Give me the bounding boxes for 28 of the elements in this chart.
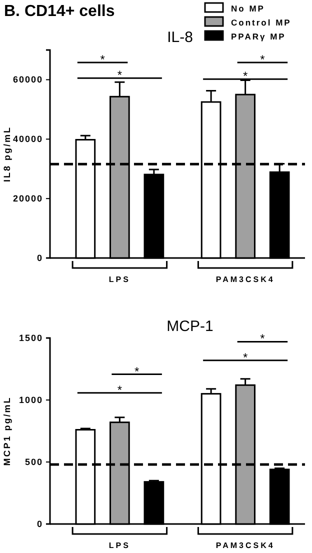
x-tick-label: PAM3CSK4: [216, 541, 275, 550]
annotation: *: [242, 69, 248, 84]
annotation: *: [260, 52, 266, 66]
x-tick-label: LPS: [108, 275, 130, 284]
y-tick-label: 40000: [12, 134, 43, 144]
y-tick-label: 1000: [18, 394, 43, 405]
annotation: *: [117, 68, 122, 82]
annotation: *: [117, 382, 122, 397]
x-tick-label: LPS: [108, 541, 130, 550]
chart-title: IL-8: [167, 29, 193, 46]
legend-label: Control MP: [231, 18, 292, 28]
y-tick-label: 500: [24, 456, 43, 467]
chart-title: MCP-1: [166, 318, 214, 335]
legend-label: No MP: [231, 4, 265, 14]
y-tick-label: 0: [36, 252, 43, 263]
y-axis-title: IL8 pg/mL: [2, 126, 12, 182]
y-tick-label: 60000: [12, 74, 43, 85]
annotation: *: [260, 332, 266, 346]
annotation: *: [242, 350, 248, 364]
y-tick-label: 20000: [12, 193, 43, 204]
y-tick-label: 1500: [18, 332, 43, 343]
text: B. CD14+ cells: [4, 3, 115, 20]
annotation: *: [100, 52, 106, 66]
x-tick-label: PAM3CSK4: [216, 275, 275, 284]
annotation: *: [134, 364, 140, 378]
y-axis-title: MCP1 pg/mL: [2, 396, 12, 466]
y-tick-label: 0: [36, 518, 43, 529]
legend-label: PPARγ MP: [231, 32, 286, 42]
